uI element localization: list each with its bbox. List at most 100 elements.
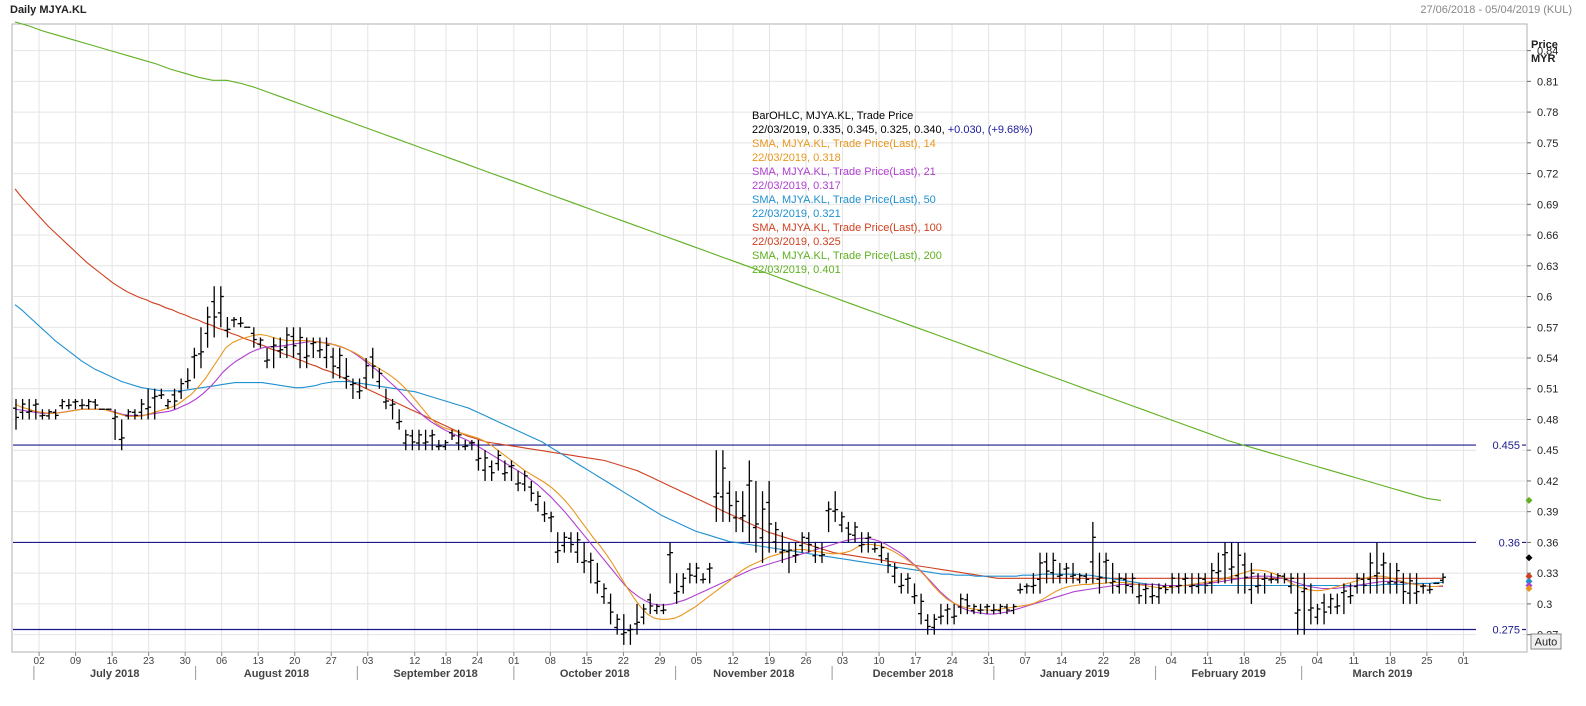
price-tick-label: 0.33 — [1537, 568, 1558, 580]
ohlc-bar — [1023, 583, 1030, 594]
ohlc-bar — [382, 388, 389, 410]
date-tick-label: 12 — [727, 656, 739, 667]
ohlc-bar — [343, 357, 350, 389]
ohlc-bar — [944, 603, 951, 625]
legend: BarOHLC, MJYA.KL, Trade Price 22/03/2019,… — [752, 110, 1033, 276]
ohlc-bar — [792, 542, 799, 563]
month-label: February 2019 — [1191, 668, 1266, 680]
ohlc-bar — [178, 378, 185, 399]
ohlc-bar — [1268, 573, 1275, 584]
ohlc-bar — [766, 480, 773, 553]
ohlc-bar — [667, 542, 674, 584]
ohlc-bar — [634, 603, 641, 635]
reference-line-label-bg — [1476, 535, 1522, 550]
legend-line: SMA, MJYA.KL, Trade Price(Last), 50 — [752, 194, 936, 206]
ohlc-bar — [937, 603, 944, 625]
ohlc-bar — [825, 501, 832, 533]
ohlc-bar — [799, 532, 806, 553]
ohlc-bar — [1169, 573, 1176, 594]
ohlc-bar — [554, 532, 561, 563]
date-tick-label: 07 — [1020, 656, 1032, 667]
ohlc-bar — [191, 347, 198, 379]
ohlc-bar — [85, 398, 92, 410]
date-tick-label: 11 — [1203, 656, 1214, 667]
ohlc-bar — [442, 439, 449, 451]
ohlc-bar — [1307, 583, 1314, 625]
ohlc-bar — [1221, 542, 1228, 584]
currency-label: MYR — [1531, 53, 1556, 65]
ohlc-bar — [1380, 552, 1387, 594]
price-axis[interactable]: Price MYR 0.270.30.330.360.390.420.450.4… — [1527, 39, 1558, 642]
ohlc-bar — [1195, 573, 1202, 594]
ohlc-bar — [739, 491, 746, 533]
date-tick-label: 06 — [216, 656, 228, 667]
ohlc-bar — [1281, 573, 1288, 584]
ohlc-bar — [964, 593, 971, 615]
price-tick-label: 0.78 — [1537, 107, 1558, 119]
ohlc-bar — [1096, 552, 1103, 594]
ohlc-bar — [904, 573, 911, 594]
ohlc-bar — [574, 532, 581, 563]
date-tick-label: 22 — [618, 656, 630, 667]
price-tick-label: 0.36 — [1537, 537, 1558, 549]
ohlc-bar — [1182, 573, 1189, 594]
legend-line: 22/03/2019, 0.335, 0.345, 0.325, 0.340, … — [752, 124, 1033, 136]
ohlc-bar — [653, 603, 660, 615]
legend-line: SMA, MJYA.KL, Trade Price(Last), 200 — [752, 250, 942, 262]
last-value-marker — [1525, 496, 1533, 504]
auto-button[interactable]: Auto — [1530, 633, 1562, 650]
price-tick-label: 0.81 — [1537, 76, 1558, 88]
date-tick-label: 24 — [947, 656, 959, 667]
ohlc-bar — [1202, 573, 1209, 594]
date-tick-label: 15 — [581, 656, 593, 667]
last-value-marker — [1525, 585, 1533, 593]
ohlc-bar — [515, 470, 522, 492]
month-label: August 2018 — [244, 668, 309, 680]
price-tick-label: 0.69 — [1537, 199, 1558, 211]
reference-line-label: 0.455 — [1492, 440, 1520, 452]
date-tick-label: 27 — [326, 656, 338, 667]
ohlc-bar — [330, 347, 337, 379]
reference-line-label-bg — [1476, 622, 1522, 637]
ohlc-bar — [1129, 573, 1136, 594]
ohlc-bar — [1056, 562, 1063, 584]
ohlc-bar — [832, 491, 839, 522]
ohlc-bar — [1420, 583, 1427, 594]
auto-button-label[interactable]: Auto — [1535, 637, 1558, 649]
legend-line: SMA, MJYA.KL, Trade Price(Last), 100 — [752, 222, 942, 234]
ohlc-bar — [495, 450, 502, 471]
date-tick-label: 18 — [1385, 656, 1397, 667]
ohlc-bar — [402, 429, 409, 451]
ohlc-bar — [1089, 521, 1096, 584]
legend-text: SMA, MJYA.KL, Trade Price(Last), 21 — [752, 166, 936, 178]
ohlc-bar — [422, 429, 429, 451]
ohlc-bar — [316, 337, 323, 358]
month-label: September 2018 — [393, 668, 477, 680]
price-tick-label: 0.45 — [1537, 445, 1558, 457]
ohlc-bar — [158, 388, 165, 399]
date-tick-label: 29 — [654, 656, 666, 667]
date-tick-label: 13 — [253, 656, 265, 667]
ohlc-bar — [977, 603, 984, 615]
ohlc-bar — [217, 286, 224, 328]
ohlc-bar — [521, 470, 528, 492]
auto-button-frame[interactable] — [1530, 633, 1562, 650]
ohlc-bar — [462, 439, 469, 451]
date-axis[interactable]: 02 09 16 23 30 06 13 20 27 03 12 18 24 01 08 15 22 29 05 12… — [33, 652, 1470, 680]
ohlc-bar — [818, 542, 825, 563]
ohlc-bar — [415, 429, 422, 451]
ohlc-bar — [779, 532, 786, 563]
ohlc-bar — [673, 573, 680, 604]
date-tick-label: 10 — [873, 656, 885, 667]
date-tick-label: 30 — [180, 656, 192, 667]
price-axis-label: Price — [1531, 39, 1558, 51]
date-tick-label: 02 — [34, 656, 46, 667]
ohlc-bar — [1103, 552, 1110, 584]
ohlc-bar — [1003, 603, 1010, 615]
ohlc-bar — [785, 542, 792, 574]
ohlc-bar — [257, 337, 264, 348]
ohlc-bar — [151, 388, 158, 420]
date-tick-label: 08 — [545, 656, 557, 667]
ohlc-bar — [138, 398, 145, 420]
